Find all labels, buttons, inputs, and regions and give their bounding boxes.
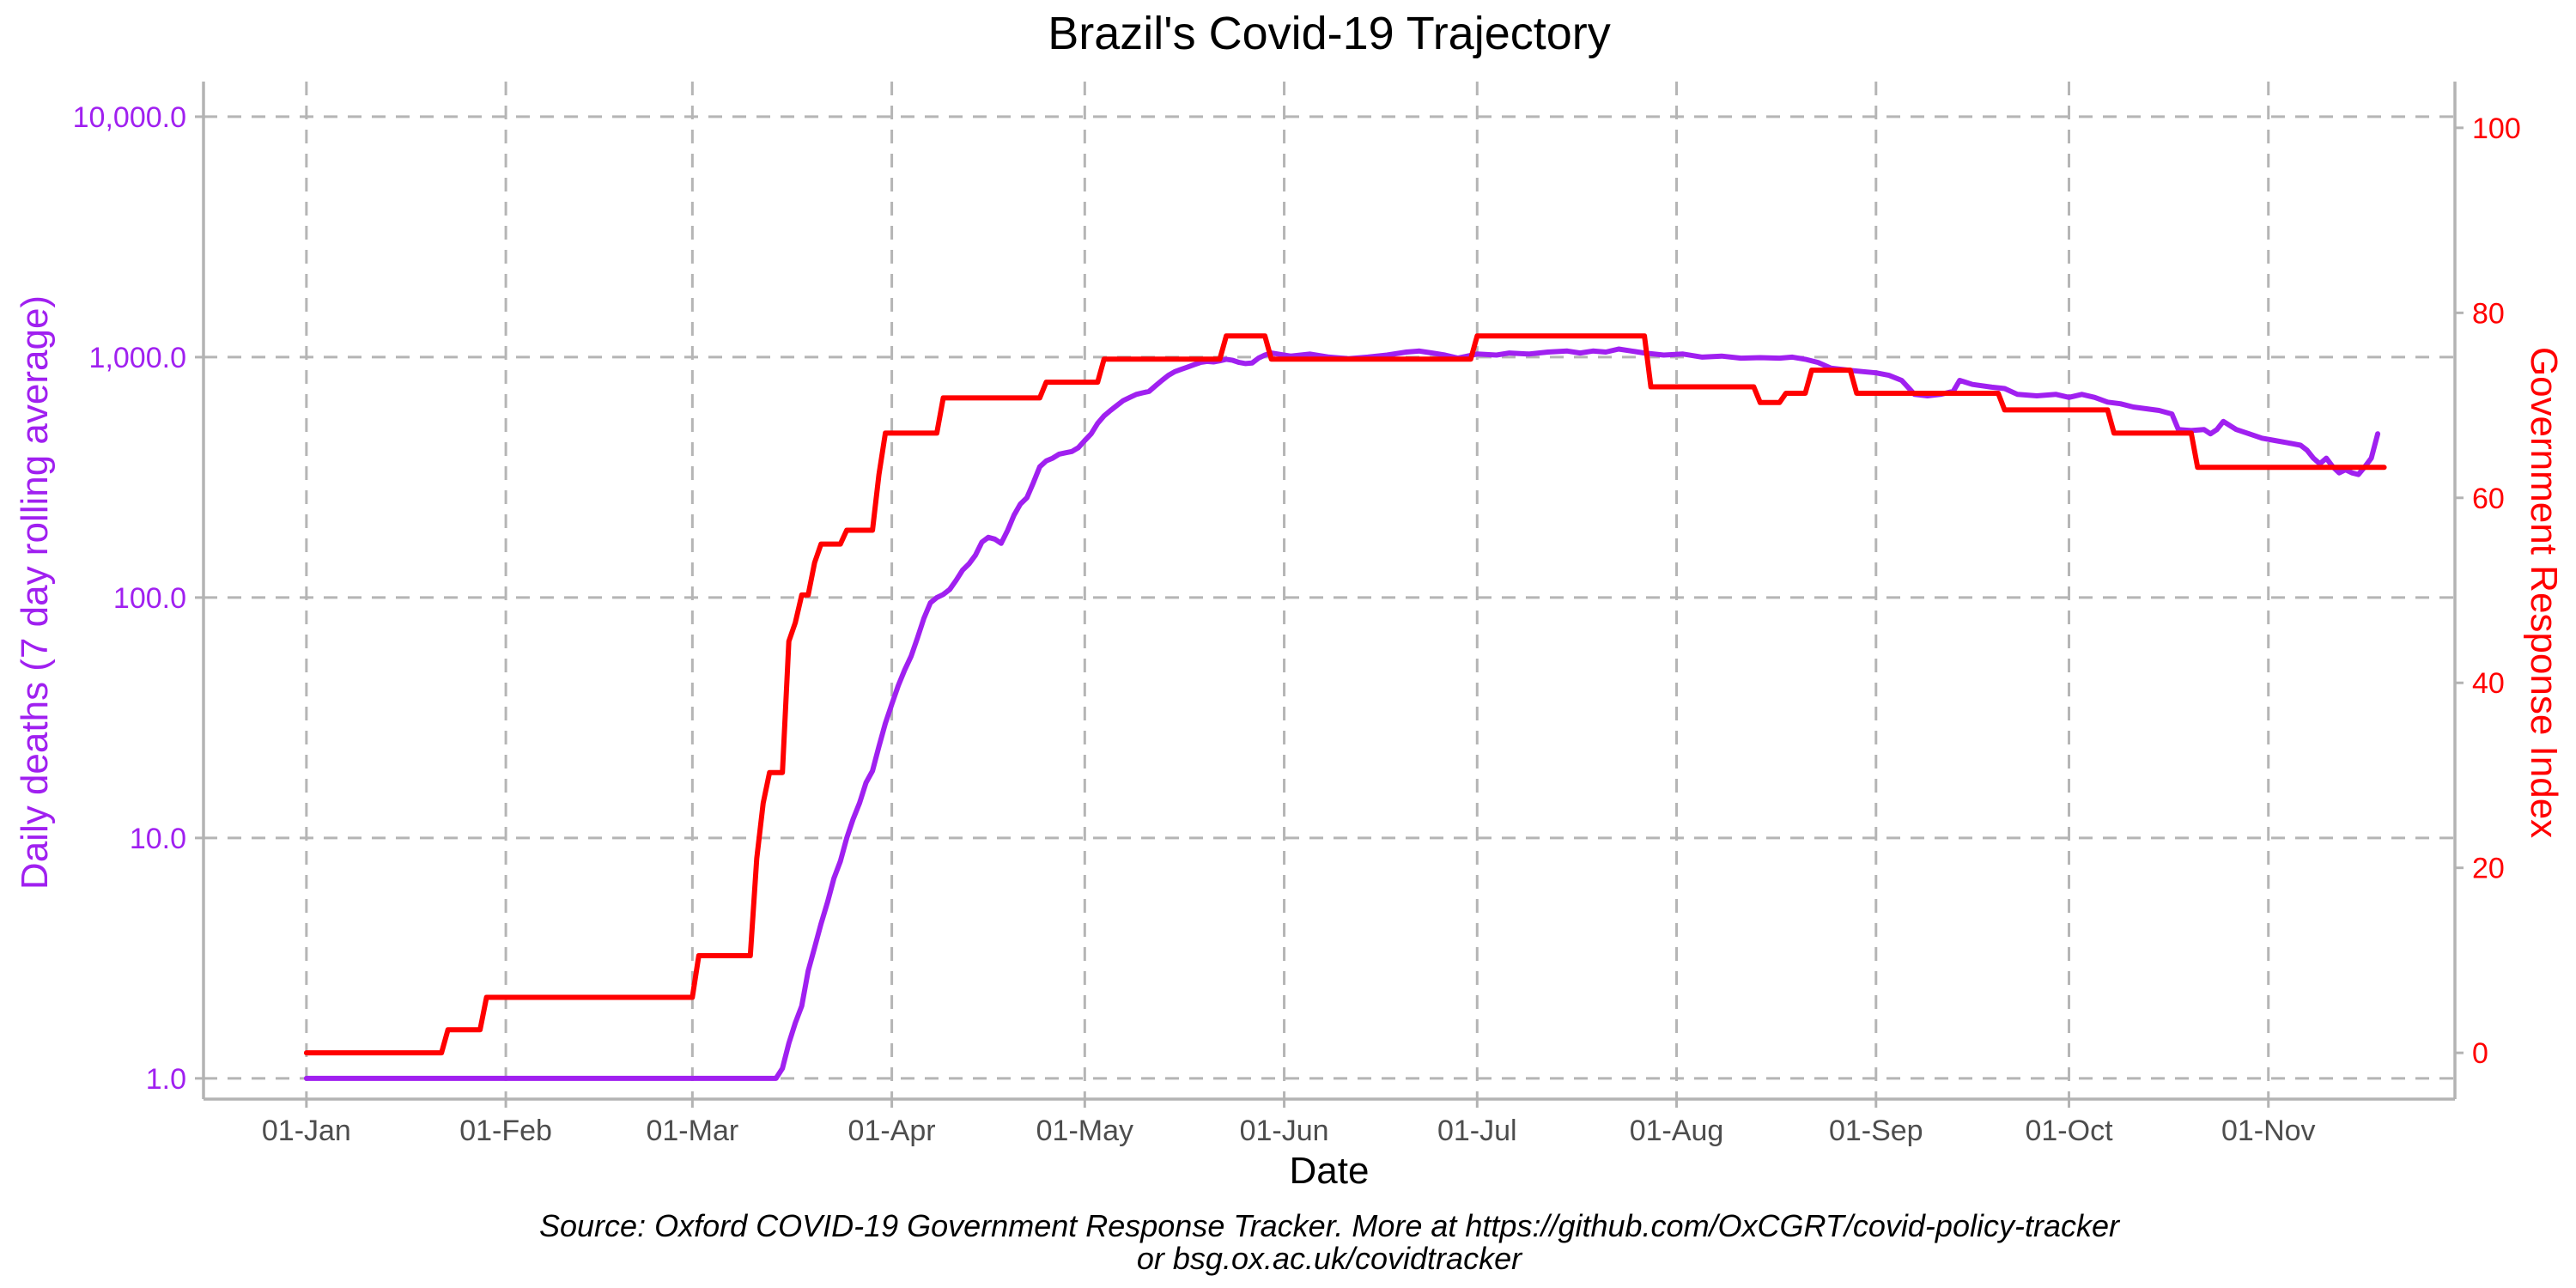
x-tick-label: 01-Oct [2025, 1115, 2113, 1147]
x-tick-label: 01-Sep [1829, 1115, 1923, 1147]
x-tick-label: 01-Apr [848, 1115, 936, 1147]
gridlines [204, 82, 2455, 1099]
y-left-tick-label: 10,000.0 [73, 101, 186, 134]
y-axis-right-title: Government Response Index [2523, 347, 2565, 838]
axes [202, 82, 2457, 1101]
y-right-tick-label: 80 [2472, 297, 2505, 330]
x-tick-label: 01-Nov [2221, 1115, 2316, 1147]
x-tick-label: 01-Mar [646, 1115, 738, 1147]
y-right-tick-label: 60 [2472, 483, 2505, 515]
source-caption-line-2: or bsg.ox.ac.uk/covidtracker [1137, 1241, 1523, 1276]
y-left-tick-label: 100.0 [113, 582, 186, 615]
y-right-tick-label: 20 [2472, 853, 2505, 885]
x-tick-label: 01-Jan [262, 1115, 351, 1147]
daily-deaths-line [303, 346, 2381, 1081]
y-left-tick-label: 1,000.0 [89, 342, 186, 374]
y-left-tick-label: 1.0 [146, 1063, 186, 1096]
x-tick-label: 01-Feb [459, 1115, 552, 1147]
government-response-index-line [303, 333, 2387, 1056]
y-left-tick-label: 10.0 [130, 823, 186, 855]
chart-title: Brazil's Covid-19 Trajectory [1048, 8, 1611, 59]
tick-labels: 01-Jan 01-Feb 01-Mar 01-Apr 01-May 01-Jun 01-J… [73, 101, 2521, 1147]
source-caption-line-1: Source: Oxford COVID-19 Government Respo… [539, 1208, 2121, 1243]
y-axis-left-title: Daily deaths (7 day rolling average) [14, 295, 56, 890]
series-lines [303, 333, 2387, 1081]
x-tick-label: 01-Jul [1437, 1115, 1517, 1147]
x-tick-label: 01-May [1036, 1115, 1133, 1147]
x-tick-label: 01-Aug [1630, 1115, 1724, 1147]
y-right-tick-label: 100 [2472, 112, 2521, 145]
y-right-tick-label: 40 [2472, 667, 2505, 700]
x-tick-label: 01-Jun [1240, 1115, 1329, 1147]
y-right-tick-label: 0 [2472, 1037, 2488, 1070]
x-axis-title: Date [1290, 1150, 1370, 1192]
